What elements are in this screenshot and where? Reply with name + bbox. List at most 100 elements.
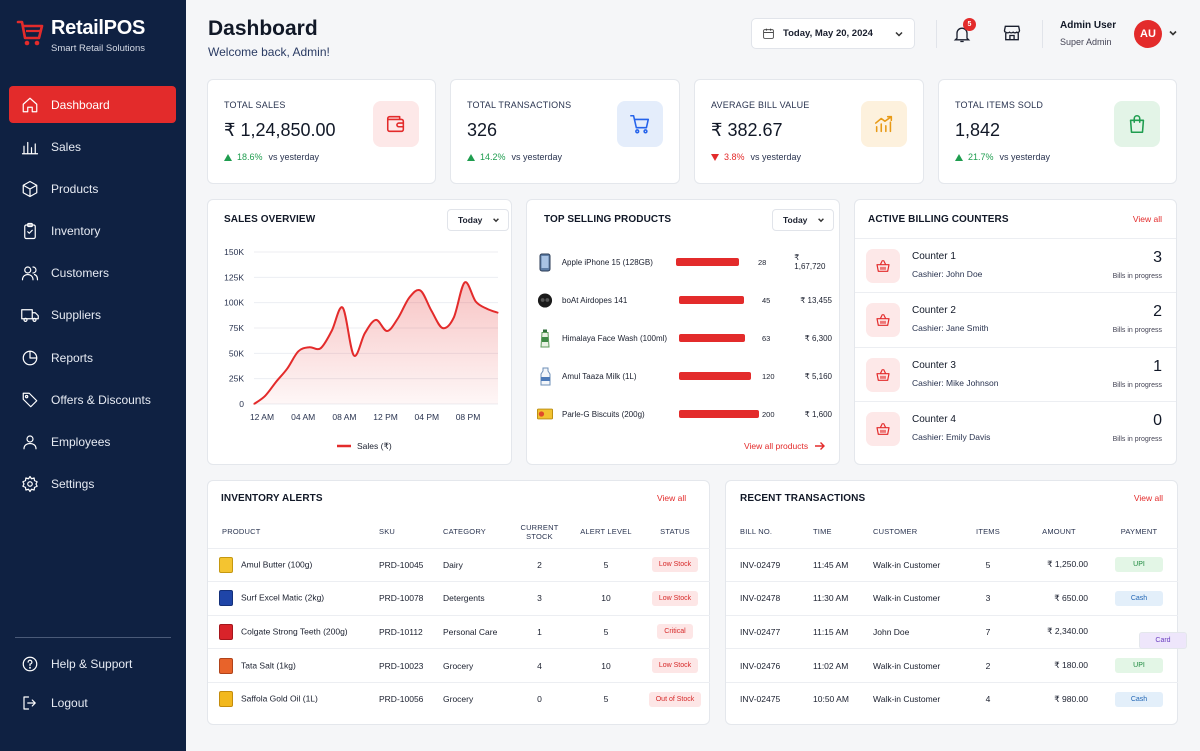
logout-icon xyxy=(23,695,36,710)
date-picker[interactable]: Today, May 20, 2024 xyxy=(751,18,915,49)
view-all-products-link[interactable]: View all products xyxy=(744,441,826,451)
table-row[interactable]: Tata Salt (1kg) PRD-10023 Grocery 4 10 L… xyxy=(208,648,710,683)
product-cell: Saffola Gold Oil (1L) xyxy=(208,681,379,716)
product-amount: ₹ 1,600 xyxy=(804,409,832,419)
column-header: PAYMENT xyxy=(1120,527,1158,537)
data-point xyxy=(331,330,333,332)
counter-bill-label: Bills in progress xyxy=(1112,327,1162,334)
table-row[interactable]: INV-02479 11:45 AM Walk-in Customer 5 ₹ … xyxy=(726,547,1178,582)
sidebar-item-logout[interactable]: Logout xyxy=(9,684,176,721)
counter-name: Counter 4 xyxy=(912,414,956,425)
brand-tagline: Smart Retail Solutions xyxy=(51,43,145,54)
product-amount: ₹ 6,300 xyxy=(804,333,832,343)
table-row[interactable]: Colgate Strong Teeth (200g) PRD-10112 Pe… xyxy=(208,614,710,649)
counter-bill-count: 1 xyxy=(1153,358,1162,375)
avatar[interactable]: AU xyxy=(1134,20,1162,48)
stat-label: TOTAL ITEMS SOLD xyxy=(955,100,1044,110)
table-row[interactable]: INV-02475 10:50 AM Walk-in Customer 4 ₹ … xyxy=(726,681,1178,716)
product-row[interactable]: Apple iPhone 15 (128GB) 28 ₹ 1,67,720 xyxy=(537,252,832,272)
date-picker-value: Today, May 20, 2024 xyxy=(783,28,873,39)
product-name: Parle-G Biscuits (200g) xyxy=(562,409,645,419)
sidebar-item-offers[interactable]: Offers & Discounts xyxy=(9,381,176,418)
data-point xyxy=(275,381,277,383)
x-tick-label: 08 AM xyxy=(332,412,356,422)
recent-transactions-card: RECENT TRANSACTIONS View all BILL NO. TI… xyxy=(725,480,1187,725)
x-tick-label: 08 PM xyxy=(456,412,481,422)
status-badge: Low Stock xyxy=(651,658,699,674)
sidebar-item-inventory[interactable]: Inventory xyxy=(9,213,176,250)
stat-change-pct: 3.8% xyxy=(724,152,745,162)
stat-label: TOTAL SALES xyxy=(224,100,286,110)
sidebar-item-reports[interactable]: Reports xyxy=(9,339,176,376)
column-header: STATUS xyxy=(660,527,690,537)
brand[interactable]: RetailPOS Smart Retail Solutions xyxy=(16,16,145,54)
sidebar-item-label: Reports xyxy=(51,350,94,365)
product-row[interactable]: Himalaya Face Wash (100ml) 63 ₹ 6,300 xyxy=(537,328,832,348)
product-row[interactable]: Amul Taaza Milk (1L) 120 ₹ 5,160 xyxy=(537,366,832,386)
status-cell: Low Stock xyxy=(640,547,710,582)
stat-value: ₹ 382.67 xyxy=(711,120,783,140)
basket-icon xyxy=(866,358,900,392)
sidebar-item-sales[interactable]: Sales xyxy=(9,128,176,165)
view-all-transactions-link[interactable]: View all xyxy=(1133,493,1163,503)
sidebar-item-suppliers[interactable]: Suppliers xyxy=(9,297,176,334)
table-row[interactable]: INV-02478 11:30 AM Walk-in Customer 3 ₹ … xyxy=(726,581,1178,616)
trend-up-icon xyxy=(224,153,232,161)
counter-bill-label: Bills in progress xyxy=(1112,382,1162,389)
product-name: Tata Salt (1kg) xyxy=(241,659,296,670)
sales-range-dropdown[interactable]: Today xyxy=(447,209,510,231)
category-cell: Detergents xyxy=(443,581,507,616)
product-amount: ₹ 5,160 xyxy=(804,371,832,381)
status-badge: Low Stock xyxy=(651,590,699,606)
payment-badge: Card xyxy=(1139,631,1187,649)
product-bar-track xyxy=(679,334,759,342)
sidebar-item-customers[interactable]: Customers xyxy=(9,255,176,292)
sidebar-nav: Dashboard Sales Products Inventory Custo… xyxy=(9,86,176,508)
sidebar-item-help[interactable]: Help & Support xyxy=(9,645,176,682)
notifications-button[interactable]: 5 xyxy=(952,18,976,44)
counter-row[interactable]: Counter 1 Cashier: John Doe 3 Bills in p… xyxy=(855,238,1176,292)
stat-label: TOTAL TRANSACTIONS xyxy=(467,100,572,110)
calendar-icon xyxy=(763,28,774,39)
sidebar-item-label: Products xyxy=(51,181,99,196)
view-all-inventory-link[interactable]: View all xyxy=(657,493,687,503)
table-row[interactable]: INV-02476 11:02 AM Walk-in Customer 2 ₹ … xyxy=(726,648,1178,683)
product-bar xyxy=(679,296,744,304)
table-row[interactable]: Saffola Gold Oil (1L) PRD-10056 Grocery … xyxy=(208,681,710,716)
counter-row[interactable]: Counter 2 Cashier: Jane Smith 2 Bills in… xyxy=(855,292,1176,346)
stat-value: 1,842 xyxy=(955,120,1001,140)
sidebar-item-label: Settings xyxy=(51,477,95,492)
data-point xyxy=(319,347,322,349)
counter-row[interactable]: Counter 4 Cashier: Emily Davis 0 Bills i… xyxy=(855,401,1176,455)
data-point xyxy=(353,354,355,356)
sidebar-item-employees[interactable]: Employees xyxy=(9,424,176,461)
earbuds-thumbnail-icon xyxy=(537,290,553,310)
data-point xyxy=(297,350,299,352)
cart-icon xyxy=(617,101,663,147)
store-button[interactable] xyxy=(1002,23,1022,43)
wallet-icon xyxy=(373,101,419,147)
table-row[interactable]: Amul Butter (100g) PRD-10045 Dairy 2 5 L… xyxy=(208,547,710,582)
sidebar-item-products[interactable]: Products xyxy=(9,170,176,207)
product-name: Amul Butter (100g) xyxy=(241,559,313,570)
column-header: CATEGORY xyxy=(443,527,486,537)
table-row[interactable]: INV-02477 11:15 AM John Doe 7 ₹ 2,340.00… xyxy=(726,614,1187,649)
milk-thumbnail-icon xyxy=(537,366,553,386)
sidebar-item-dashboard[interactable]: Dashboard xyxy=(9,86,176,123)
clipboard-icon xyxy=(24,222,36,240)
product-bar xyxy=(679,372,751,380)
view-all-counters-link[interactable]: View all xyxy=(1132,214,1162,224)
payment-cell: Cash xyxy=(1100,581,1178,616)
data-point xyxy=(441,327,444,329)
counter-row[interactable]: Counter 3 Cashier: Mike Johnson 1 Bills … xyxy=(855,347,1176,401)
payment-cell: UPI xyxy=(1100,547,1178,582)
product-row[interactable]: Parle-G Biscuits (200g) 200 ₹ 1,600 xyxy=(537,404,832,424)
sidebar-item-settings[interactable]: Settings xyxy=(9,466,176,503)
table-row[interactable]: Surf Excel Matic (2kg) PRD-10078 Deterge… xyxy=(208,581,710,616)
product-row[interactable]: boAt Airdopes 141 45 ₹ 13,455 xyxy=(537,290,832,310)
products-range-dropdown[interactable]: Today xyxy=(772,209,835,231)
chevron-down-icon[interactable] xyxy=(1168,28,1178,38)
product-cell: Surf Excel Matic (2kg) xyxy=(208,581,379,616)
toothpaste-thumbnail-icon xyxy=(219,623,233,640)
customer-cell: John Doe xyxy=(873,614,958,649)
